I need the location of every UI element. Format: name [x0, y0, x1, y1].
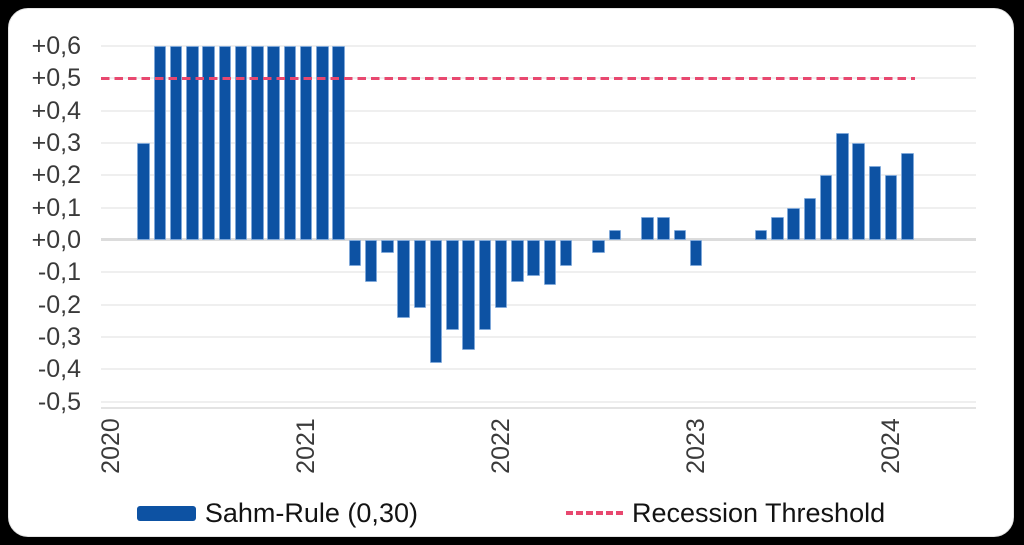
gridline [101, 141, 976, 144]
legend-threshold-label: Recession Threshold [631, 497, 886, 528]
bar-series-swatch-icon [136, 505, 196, 521]
legend-item-recession-threshold[interactable]: Recession Threshold [565, 497, 886, 529]
bar [202, 46, 215, 240]
gridline [101, 335, 976, 338]
bar [819, 175, 833, 240]
gridline [101, 206, 976, 209]
bar [852, 142, 865, 240]
bar [689, 239, 703, 266]
bar [251, 46, 264, 240]
bar [657, 217, 670, 240]
bar [608, 230, 621, 240]
legend-series-label: Sahm-Rule (0,30) [204, 497, 418, 528]
gridline [101, 109, 976, 112]
bar [381, 239, 394, 253]
legend: Sahm-Rule (0,30) Recession Threshold [9, 497, 1013, 529]
gridline [101, 174, 976, 177]
bar [787, 207, 800, 240]
y-tick-label: -0,2 [37, 290, 81, 319]
gridline [101, 400, 976, 403]
x-tick-label: 2020 [97, 418, 125, 474]
bar [543, 239, 556, 286]
bar [413, 239, 426, 308]
bar [267, 46, 280, 240]
bar [299, 46, 313, 240]
y-tick-label: +0,6 [31, 32, 81, 60]
chart-card: +0,6 +0,5 +0,4 +0,3 +0,2 +0,1 +0,0 -0,1 -0,2 -0,3… [8, 8, 1014, 537]
legend-item-sahm-rule[interactable]: Sahm-Rule (0,30) [136, 497, 418, 529]
bar [673, 230, 686, 240]
plot-area [101, 45, 976, 409]
bar [868, 165, 881, 240]
bar [527, 239, 540, 276]
gridline [101, 45, 976, 47]
x-tick-label: 2023 [682, 418, 710, 474]
x-tick-label: 2024 [877, 418, 905, 474]
bar [884, 175, 898, 240]
recession-threshold-line [101, 76, 915, 80]
bar [137, 142, 150, 240]
y-tick-label: +0,1 [31, 193, 81, 222]
x-tick-label: 2021 [292, 418, 320, 474]
y-tick-label: +0,4 [31, 96, 81, 125]
bar [446, 239, 459, 331]
bar [348, 239, 361, 266]
bar [332, 46, 345, 240]
bar [283, 46, 296, 240]
bar [153, 46, 166, 240]
y-tick-label: -0,1 [37, 258, 81, 287]
dashed-line-swatch-icon [565, 511, 623, 515]
y-tick-label: -0,4 [37, 355, 81, 384]
y-tick-label: -0,5 [37, 387, 81, 416]
bar [592, 239, 605, 253]
y-tick-label: +0,0 [31, 225, 81, 254]
y-tick-label: +0,2 [31, 161, 81, 190]
bar [186, 46, 199, 240]
bar [901, 152, 914, 240]
bar [429, 239, 443, 363]
bar [559, 239, 573, 266]
x-axis-line [101, 407, 976, 409]
bar [511, 239, 524, 282]
bar [803, 197, 816, 240]
x-tick-label: 2022 [487, 418, 515, 474]
bar [397, 239, 410, 318]
gridline [101, 303, 976, 306]
bar [218, 46, 231, 240]
y-tick-label: +0,3 [31, 128, 81, 157]
y-tick-label: +0,5 [31, 64, 81, 93]
bar [641, 217, 654, 240]
gridline [101, 368, 976, 371]
bar [836, 133, 849, 240]
bar [478, 239, 491, 331]
y-tick-label: -0,3 [37, 322, 81, 351]
bar [234, 46, 248, 240]
bar [494, 239, 508, 308]
bar [316, 46, 329, 240]
bar [169, 46, 183, 240]
bar [462, 239, 475, 350]
bar [754, 230, 768, 240]
bar [771, 217, 784, 240]
bar [364, 239, 378, 282]
